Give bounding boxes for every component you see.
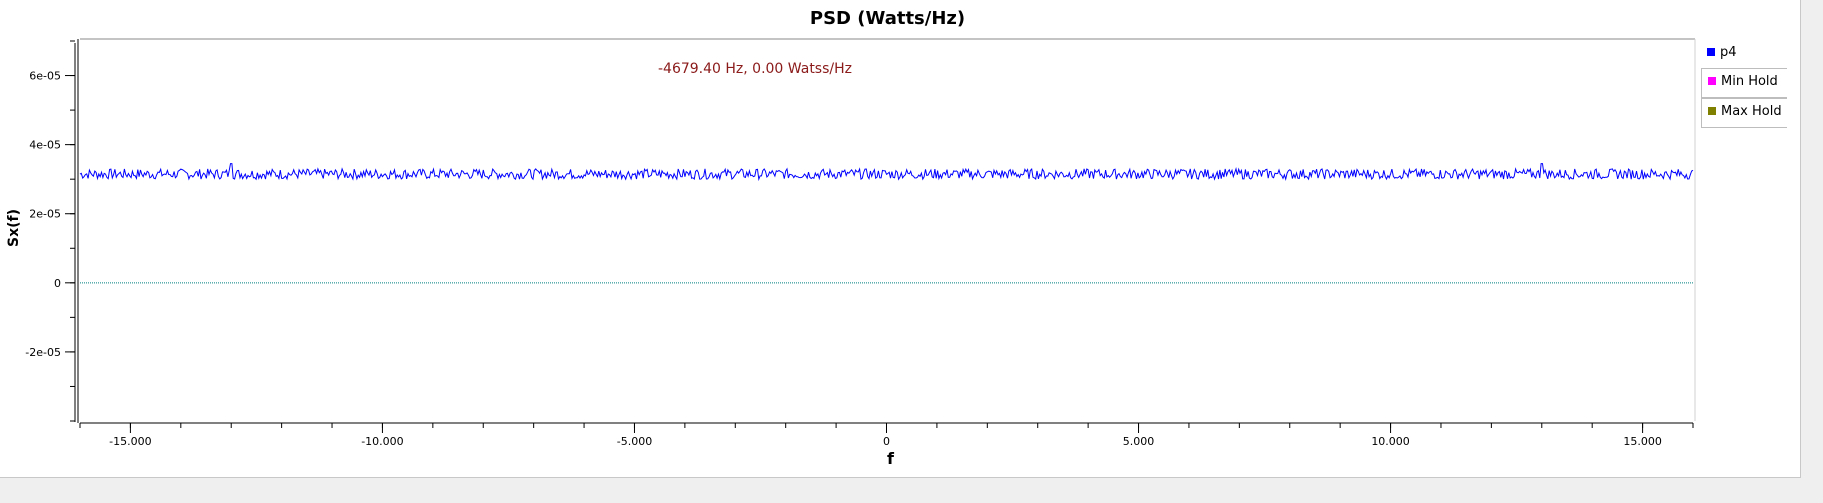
legend-swatch-min-hold — [1708, 77, 1716, 85]
x-tick-label: -10.000 — [361, 435, 403, 448]
x-tick-label: 10.000 — [1371, 435, 1410, 448]
legend-label-max-hold: Max Hold — [1721, 104, 1782, 119]
y-tick-label: 0 — [54, 277, 61, 290]
plot-panel: PSD (Watts/Hz) 6e-05 4e-05 2e-05 0 -2e-05 -15… — [0, 0, 1801, 478]
y-tick-label: 6e-05 — [29, 70, 61, 83]
legend-item-max-hold[interactable]: Max Hold — [1701, 98, 1787, 128]
legend-item-p4[interactable]: p4 — [1701, 40, 1786, 68]
plot-canvas[interactable]: 6e-05 4e-05 2e-05 0 -2e-05 -15.000 -10.000 -5.0… — [0, 0, 1800, 477]
y-axis-label: Sx(f) — [6, 208, 22, 248]
x-tick-label: -5.000 — [617, 435, 652, 448]
legend: p4 Min Hold Max Hold — [1701, 40, 1787, 128]
ticks: 6e-05 4e-05 2e-05 0 -2e-05 -15.000 -10.000 -5.0… — [25, 40, 1694, 448]
y-tick-label: 4e-05 — [29, 139, 61, 152]
x-tick-label: 5.000 — [1123, 435, 1155, 448]
legend-label-min-hold: Min Hold — [1721, 74, 1778, 89]
legend-item-min-hold[interactable]: Min Hold — [1701, 68, 1787, 98]
series — [79, 163, 1694, 284]
x-tick-label: 15.000 — [1623, 435, 1662, 448]
y-tick-label: -2e-05 — [25, 346, 61, 359]
x-axis-label: f — [887, 449, 894, 468]
chart-title: PSD (Watts/Hz) — [809, 8, 966, 29]
legend-swatch-max-hold — [1708, 107, 1716, 115]
series-line-p4 — [79, 163, 1694, 182]
x-tick-label: 0 — [883, 435, 890, 448]
legend-label-p4: p4 — [1720, 45, 1737, 60]
y-tick-label: 2e-05 — [29, 208, 61, 221]
legend-swatch-p4 — [1707, 48, 1715, 56]
axes — [74, 38, 1696, 424]
x-tick-label: -15.000 — [109, 435, 151, 448]
cursor-readout: -4679.40 Hz, 0.00 Watss/Hz — [658, 61, 852, 77]
